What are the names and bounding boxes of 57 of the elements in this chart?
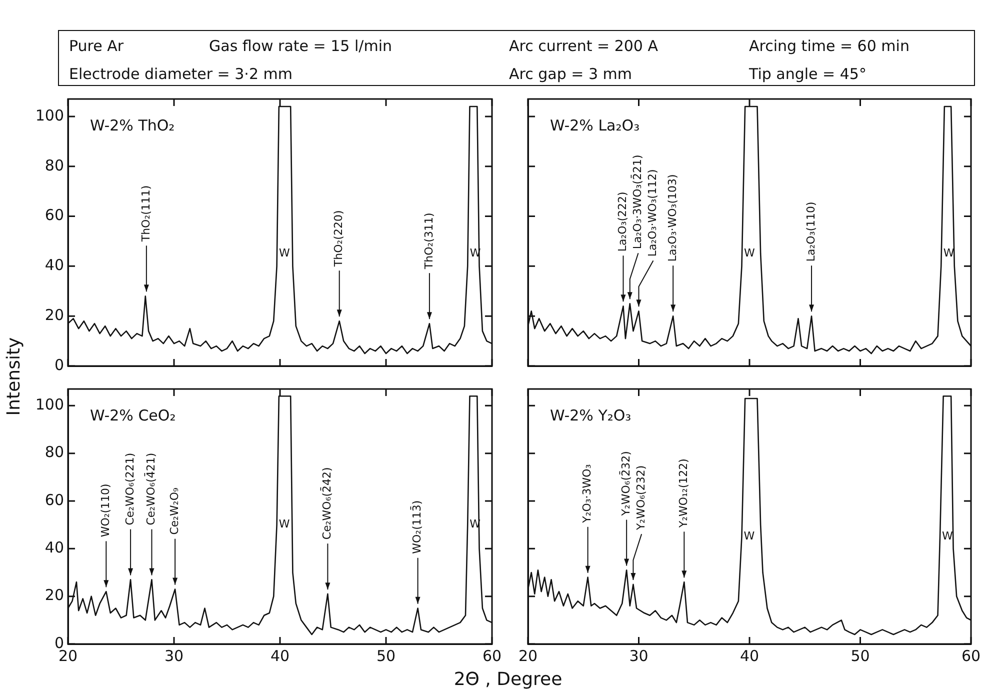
y-tick-label: 20 — [44, 586, 64, 604]
annotation: ThO₂(311) — [422, 212, 436, 270]
y-tick-label: 80 — [44, 443, 64, 462]
x-tick-label: 50 — [376, 646, 396, 665]
y-tick-label: 60 — [44, 206, 64, 224]
y-tick-label: 20 — [44, 306, 64, 324]
x-tick-label: 50 — [850, 646, 870, 665]
text: Gas flow rate = 15 l/min — [209, 37, 392, 55]
annotation: Y₂WO₆(2̄32) — [618, 451, 632, 517]
text: Arc current = 200 A — [509, 37, 658, 55]
x-axis-title: 2Θ , Degree — [452, 669, 564, 690]
annotation: W — [278, 518, 290, 531]
annotation: W — [279, 246, 290, 260]
y-tick-label: 0 — [54, 356, 64, 374]
y-axis-title: Intensity — [4, 336, 24, 418]
annotation: La₂O₃·3WO₃(2̄21) — [630, 154, 644, 250]
text: W-2% La₂O₃ — [550, 116, 640, 134]
annotation: W — [942, 530, 953, 543]
text: Tip angle = 45° — [749, 65, 866, 83]
annotation: W — [744, 246, 755, 260]
annotation: ThO₂(111) — [139, 185, 152, 243]
text: Pure Ar — [69, 37, 124, 55]
x-tick-label: 30 — [629, 646, 648, 665]
x-tick-label: 20 — [518, 646, 538, 665]
text: W-2% Y₂O₃ — [550, 406, 632, 424]
text: Arcing time = 60 min — [749, 37, 910, 55]
annotation: La₂O₃·WO₃(103) — [666, 174, 679, 262]
text: W-2% ThO₂ — [90, 116, 175, 134]
annotation: WO₂(113̄) — [410, 500, 424, 554]
x-tick-label: 60 — [482, 646, 502, 665]
text: Electrode diameter = 3·2 mm — [69, 65, 292, 83]
annotation: La₂O₃(110) — [804, 202, 818, 262]
text: W-2% CeO₂ — [90, 406, 176, 424]
text: Arc gap = 3 mm — [509, 65, 632, 83]
y-tick-label: 40 — [44, 538, 64, 557]
annotation: Ce₂WO₆(221) — [123, 452, 136, 526]
x-tick-label: 40 — [740, 646, 760, 665]
annotation: Ce₂WO₆(2̄42) — [320, 467, 334, 540]
annotation: ThO₂(220) — [332, 210, 346, 268]
x-tick-label: 40 — [270, 646, 290, 665]
annotation: Ce₂WO₆(4̄21) — [144, 452, 158, 526]
annotation: W — [943, 246, 954, 260]
x-tick-label: 30 — [164, 646, 184, 665]
y-tick-label: 40 — [44, 256, 64, 274]
annotation: Y₂WO₁₂(122) — [677, 458, 690, 529]
annotation: Y₂O₃·3WO₃ — [580, 464, 594, 524]
annotation: La₂O₃·WO₃(112) — [646, 169, 660, 257]
annotation: Y₂WO₆(232) — [634, 465, 648, 532]
y-tick-label: 80 — [44, 156, 64, 174]
x-tick-label: 60 — [961, 646, 981, 665]
annotation: La₂O₃(222) — [616, 192, 630, 252]
annotation: W — [744, 530, 755, 543]
y-tick-label: 100 — [35, 396, 64, 414]
y-tick-label: 100 — [35, 106, 64, 124]
annotation: WO₂(110) — [99, 484, 112, 538]
y-tick-label: 60 — [44, 490, 64, 509]
annotation: Ce₂W₂O₉ — [168, 488, 181, 535]
